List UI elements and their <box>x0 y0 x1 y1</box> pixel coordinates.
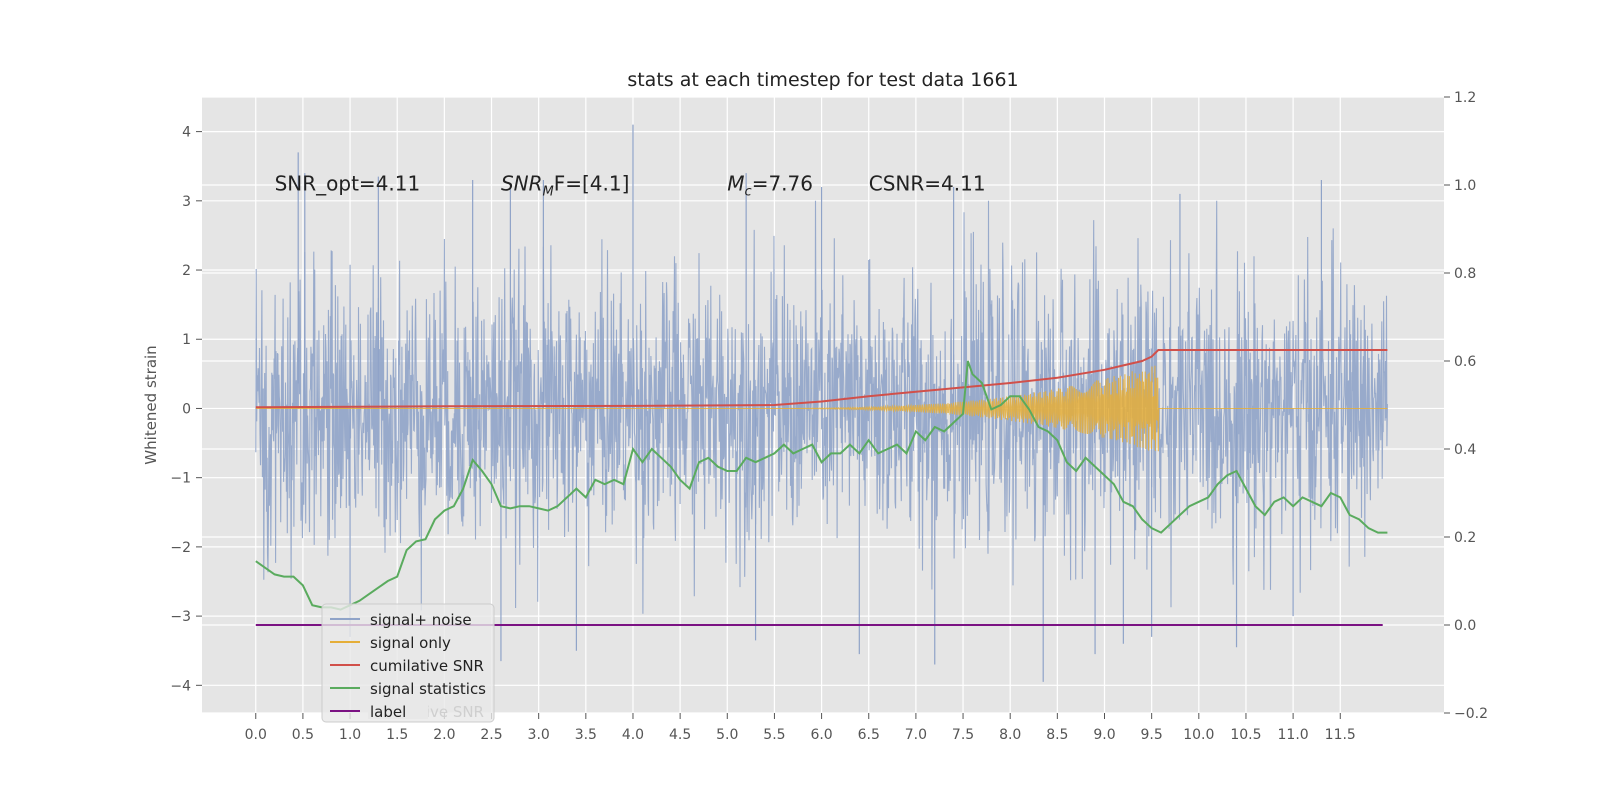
y-tick-label: −1 <box>170 471 191 487</box>
y-tick-label: 1 <box>182 332 191 348</box>
x-tick-label: 11.5 <box>1325 727 1356 743</box>
x-tick-label: 7.5 <box>952 727 974 743</box>
x-axis: 0.0 0.5 1.0 1.5 2.0 2.5 3.0 3.5 4.0 4.5 5.0 5.5 6.0 6… <box>245 713 1356 743</box>
annotation-snr-opt: SNR_opt=4.11 <box>275 171 421 195</box>
legend-label: signal only <box>370 634 451 652</box>
x-tick-label: 1.0 <box>339 727 361 743</box>
series-signal-noise <box>255 200 1388 614</box>
x-tick-label: 9.5 <box>1141 727 1163 743</box>
legend-box <box>321 603 495 723</box>
legend-label: label <box>370 703 406 721</box>
x-tick-label: 1.5 <box>386 727 408 743</box>
annotation-snr-mf: SNRMF=[4.1] <box>501 171 629 199</box>
legend-label: signal statistics <box>370 680 486 698</box>
legend-label: cumilative SNR <box>370 657 484 675</box>
x-tick-label: 5.0 <box>716 727 738 743</box>
y2-tick-label: 0.2 <box>1454 530 1476 546</box>
y-axis-label: Whitened strain <box>142 345 160 464</box>
y-tick-label: 3 <box>182 194 191 210</box>
y-tick-label: −2 <box>170 540 191 556</box>
x-tick-label: 3.0 <box>528 727 550 743</box>
chart-title: stats at each timestep for test data 166… <box>627 69 1018 91</box>
x-tick-label: 8.0 <box>999 727 1021 743</box>
annotations: SNR_opt=4.11 SNRMF=[4.1] Mc=7.76 CSNR=4.11 <box>275 171 986 199</box>
y-tick-label: 0 <box>182 401 191 417</box>
series-signal-statistics <box>255 360 1388 611</box>
x-tick-label: 0.0 <box>245 727 267 743</box>
series-cumilative-snr <box>255 349 1388 409</box>
x-tick-label: 4.5 <box>669 727 691 743</box>
x-tick-label: 2.5 <box>480 727 502 743</box>
y2-tick-label: 1.2 <box>1454 90 1476 106</box>
series-signal-only <box>255 365 1388 452</box>
annotation-chirp-mass: Mc=7.76 <box>727 171 813 199</box>
y-tick-label: 2 <box>182 263 191 279</box>
y-tick-label: −4 <box>170 678 191 694</box>
x-tick-label: 5.5 <box>763 727 785 743</box>
x-tick-label: 2.0 <box>433 727 455 743</box>
y2-tick-label: 1.0 <box>1454 178 1476 194</box>
y2-tick-label: 0.0 <box>1454 618 1476 634</box>
y-tick-label: −3 <box>170 609 191 625</box>
x-tick-label: 9.0 <box>1093 727 1115 743</box>
x-tick-label: 8.5 <box>1046 727 1068 743</box>
x-tick-label: 4.0 <box>622 727 644 743</box>
y2-tick-label: 0.4 <box>1454 442 1476 458</box>
y2-tick-label: 0.8 <box>1454 266 1476 282</box>
y2-tick-label: 0.6 <box>1454 354 1476 370</box>
x-tick-label: 10.0 <box>1183 727 1214 743</box>
x-tick-label: 0.5 <box>292 727 314 743</box>
x-tick-label: 7.0 <box>905 727 927 743</box>
x-tick-label: 10.5 <box>1230 727 1261 743</box>
left-axis: 4 3 2 1 0 −1 −2 −3 −4 <box>170 125 202 694</box>
annotation-csnr: CSNR=4.11 <box>869 171 986 195</box>
legend-label: signal+ noise <box>370 611 472 629</box>
x-tick-label: 6.5 <box>858 727 880 743</box>
y-tick-label: 4 <box>182 125 191 141</box>
x-tick-label: 3.5 <box>575 727 597 743</box>
x-tick-label: 6.0 <box>810 727 832 743</box>
legend-label-mask <box>368 699 428 719</box>
right-axis: 1.2 1.0 0.8 0.6 0.4 0.2 0.0 −0.2 <box>1444 90 1488 722</box>
y2-tick-label: −0.2 <box>1454 706 1488 722</box>
x-tick-label: 11.0 <box>1278 727 1309 743</box>
